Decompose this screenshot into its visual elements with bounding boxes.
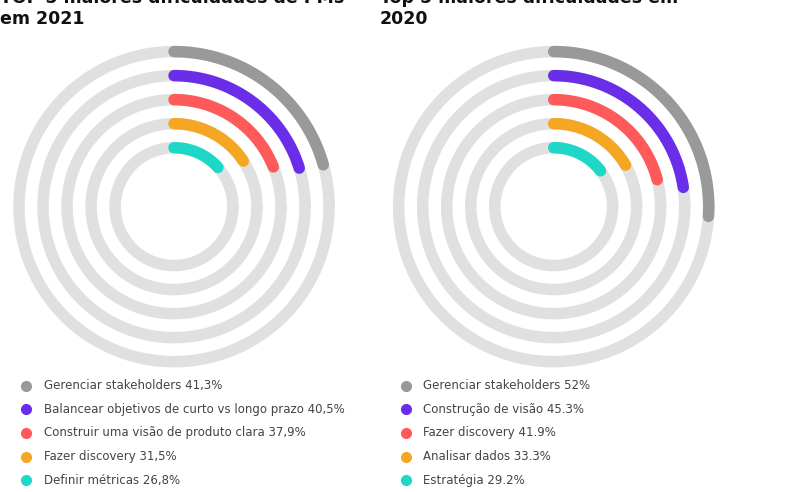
Text: Gerenciar stakeholders 41,3%: Gerenciar stakeholders 41,3% — [44, 379, 222, 392]
Text: Balancear objetivos de curto vs longo prazo 40,5%: Balancear objetivos de curto vs longo pr… — [44, 403, 344, 416]
Text: Construir uma visão de produto clara 37,9%: Construir uma visão de produto clara 37,… — [44, 427, 305, 439]
Text: Construção de visão 45.3%: Construção de visão 45.3% — [423, 403, 585, 416]
Text: Fazer discovery 31,5%: Fazer discovery 31,5% — [44, 450, 176, 463]
Text: Analisar dados 33.3%: Analisar dados 33.3% — [423, 450, 551, 463]
Text: TOP 5 maiores dificuldades de PMs
em 2021: TOP 5 maiores dificuldades de PMs em 202… — [0, 0, 344, 28]
Text: Estratégia 29.2%: Estratégia 29.2% — [423, 474, 525, 487]
Text: Definir métricas 26,8%: Definir métricas 26,8% — [44, 474, 180, 487]
Text: Fazer discovery 41.9%: Fazer discovery 41.9% — [423, 427, 556, 439]
Text: Top 5 maiores dificuldades em
2020: Top 5 maiores dificuldades em 2020 — [380, 0, 678, 28]
Text: Gerenciar stakeholders 52%: Gerenciar stakeholders 52% — [423, 379, 590, 392]
